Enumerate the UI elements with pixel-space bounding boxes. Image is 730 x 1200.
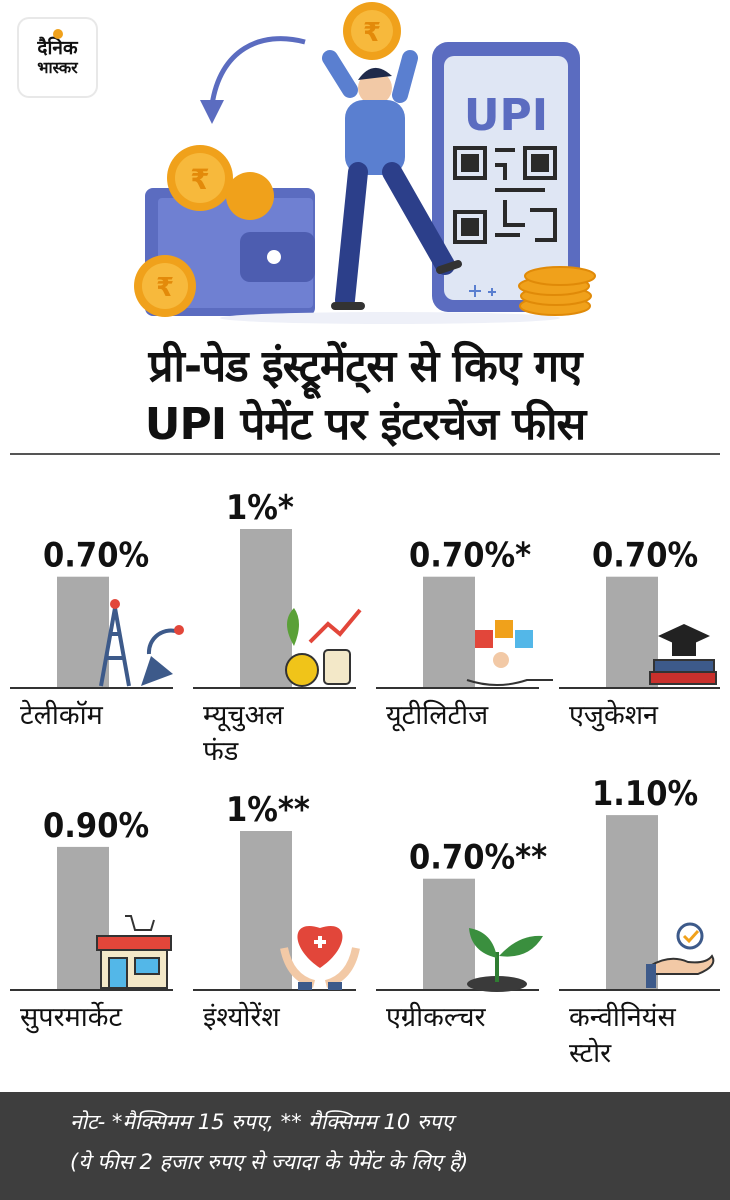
category-label: यूटीलिटीज <box>386 699 489 732</box>
bar-panel: 1%* म्यूचुअल फंड <box>193 488 362 767</box>
utilities-icon <box>466 620 553 686</box>
shop-icon <box>96 915 172 989</box>
chart-title-line2: UPI पेमेंट पर इंटरचेंज फीस <box>144 399 587 450</box>
value-label: 0.70%* <box>409 536 531 576</box>
value-label: 0.90% <box>43 806 149 846</box>
category-label: इंश्योरेंश <box>203 1001 280 1033</box>
category-label: म्यूचुअल <box>203 700 284 732</box>
tower-icon <box>99 599 184 687</box>
bar-panel: 1.10% कन्वीनियंस स्टोर <box>559 774 720 1069</box>
value-label: 1.10% <box>592 774 698 814</box>
svg-text:₹: ₹ <box>156 273 174 303</box>
bar <box>606 815 658 990</box>
coin-stack-icon <box>518 266 596 316</box>
category-label: एजुकेशन <box>569 699 659 732</box>
category-label: फंड <box>203 736 239 767</box>
hand-check-icon <box>646 922 715 988</box>
bar-panel: 0.70% टेलीकॉम <box>10 536 184 731</box>
coin-icon-2 <box>226 172 274 220</box>
category-label: सुपरमार्केट <box>20 1001 123 1034</box>
bar <box>240 831 292 990</box>
bar <box>423 878 475 990</box>
investment-icon <box>285 608 362 687</box>
bar <box>606 576 658 688</box>
curved-arrow-icon <box>209 36 306 106</box>
person-holding-coin-icon: ₹ <box>322 2 462 310</box>
bar <box>57 576 109 688</box>
value-label: 0.70% <box>43 536 149 576</box>
bar-panel: 0.70%* यूटीलिटीज <box>376 536 553 732</box>
logo-line1: दैनिक <box>37 37 78 60</box>
plant-icon <box>467 928 543 992</box>
bar <box>240 529 292 688</box>
bar-panel: 0.70% एजुकेशन <box>559 536 720 732</box>
category-label: कन्वीनियंस <box>569 1001 676 1033</box>
phone-icon: UPI <box>432 42 580 312</box>
phone-upi-label: UPI <box>464 90 548 141</box>
value-label: 1%* <box>226 488 294 528</box>
coin-icon-3: ₹ <box>134 255 196 317</box>
value-label: 0.70%** <box>409 838 547 878</box>
footnote-line2: (ये फीस 2 हजार रुपए से ज्यादा के पेमेंट … <box>70 1150 469 1174</box>
footnote-box: नोट- *मैक्सिमम 15 रुपए, ** मैक्सिमम 10 र… <box>0 1092 730 1200</box>
insurance-icon <box>280 926 360 990</box>
education-icon <box>649 624 717 685</box>
arrow-head-icon <box>200 100 224 124</box>
value-label: 1%** <box>226 790 310 830</box>
interchange-fee-chart: 0.70% टेलीकॉम 1%* म्यूचुअल फंड 0.70%* यूटीलिटी… <box>10 488 720 1069</box>
logo-sun-dot <box>53 29 63 39</box>
title-divider <box>10 453 720 455</box>
logo-line2: भास्कर <box>37 58 78 78</box>
sparkle-icon <box>469 285 496 297</box>
qr-code-icon <box>453 146 557 244</box>
category-label: टेलीकॉम <box>20 699 104 731</box>
value-label: 0.70% <box>592 536 698 576</box>
bar-panel: 1%** इंश्योरेंश <box>193 790 360 1033</box>
category-label: स्टोर <box>569 1037 612 1069</box>
bar <box>423 576 475 688</box>
svg-text:₹: ₹ <box>190 163 209 196</box>
bar-panel: 0.90% सुपरमार्केट <box>10 806 173 1034</box>
coin-icon-1: ₹ <box>167 145 233 211</box>
chart-title-line1: प्री-पेड इंस्ट्रूमेंट्स से किए गए <box>148 341 583 392</box>
hero-illustration: ₹ ₹ UPI ₹ <box>134 2 596 324</box>
svg-text:₹: ₹ <box>363 18 381 48</box>
footnote-line1: नोट- *मैक्सिमम 15 रुपए, ** मैक्सिमम 10 र… <box>70 1110 454 1134</box>
dainik-bhaskar-logo: दैनिक भास्कर <box>19 19 96 96</box>
bar-panel: 0.70%** एग्रीकल्चर <box>376 838 547 1033</box>
category-label: एग्रीकल्चर <box>386 1001 487 1033</box>
